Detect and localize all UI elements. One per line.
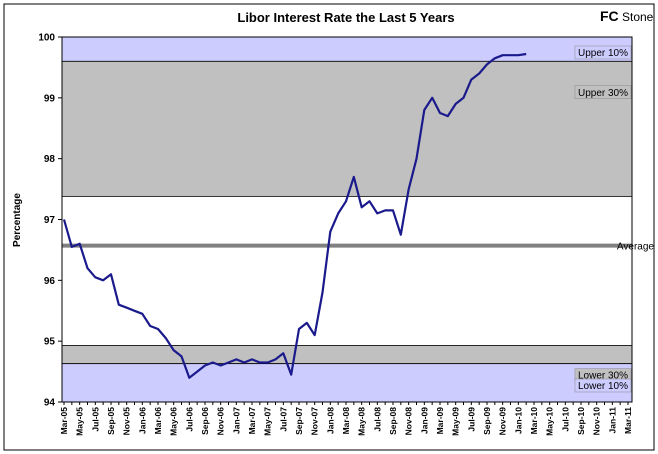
band	[61, 345, 633, 365]
y-tick-label: 95	[44, 337, 56, 348]
x-tick-label: Jul-05	[90, 407, 100, 432]
band-label-bg	[574, 45, 632, 60]
x-tick-label: Nov-05	[122, 407, 132, 436]
x-tick-label: Mar-08	[341, 407, 351, 435]
logo: Stone	[622, 10, 654, 24]
band-label-bg	[574, 85, 632, 99]
logo: FC	[600, 8, 619, 24]
x-tick-label: Mar-09	[435, 407, 445, 435]
x-tick-label: Sep-05	[106, 407, 116, 435]
x-tick-label: Jan-08	[325, 407, 335, 434]
x-tick-label: Nov-09	[498, 407, 508, 436]
x-tick-label: Jul-07	[278, 407, 288, 432]
y-tick-label: 99	[44, 93, 56, 104]
x-tick-label: Jan-11	[607, 407, 617, 434]
y-tick-label: 98	[44, 154, 56, 165]
chart-frame	[3, 3, 655, 451]
y-tick-label: 100	[38, 33, 55, 44]
x-tick-label: Jul-09	[466, 407, 476, 432]
x-tick-label: Mar-11	[623, 407, 633, 434]
x-tick-label: Mar-06	[153, 407, 163, 435]
band-label: Upper 10%	[578, 48, 628, 59]
band-label: Lower 30%	[578, 371, 628, 382]
band	[61, 60, 633, 197]
chart-title: Libor Interest Rate the Last 5 Years	[237, 10, 454, 25]
x-tick-label: Sep-06	[200, 407, 210, 435]
x-tick-label: Jul-10	[560, 407, 570, 432]
line	[62, 52, 527, 379]
x-tick-label: Sep-08	[388, 407, 398, 435]
x-tick-label: Jan-07	[231, 407, 241, 434]
x-tick-label: Mar-05	[59, 407, 69, 435]
x-tick-label: May-07	[263, 407, 273, 436]
x-tick-label: Nov-07	[310, 407, 320, 436]
x-tick-label: Jul-06	[184, 407, 194, 432]
average-label: Average	[617, 242, 655, 253]
x-tick-label: Jan-06	[137, 407, 147, 434]
x-tick-label: Nov-08	[404, 407, 414, 436]
y-tick-label: 96	[44, 276, 56, 287]
x-tick-label: May-09	[451, 407, 461, 436]
x-tick-label: Sep-07	[294, 407, 304, 435]
y-tick-label: 97	[44, 215, 56, 226]
y-axis-label: Percentage	[12, 193, 23, 247]
y-tick-label: 94	[44, 398, 56, 409]
x-tick-label: May-05	[75, 407, 85, 436]
band-label: Lower 10%	[578, 381, 628, 392]
band-label-bg	[574, 378, 632, 393]
x-tick-label: Nov-10	[592, 407, 602, 436]
x-tick-label: Jan-09	[419, 407, 429, 434]
x-tick-label: Jan-10	[513, 407, 523, 434]
band-label: Upper 30%	[578, 88, 628, 99]
x-tick-label: Mar-10	[529, 407, 539, 435]
x-tick-label: May-10	[545, 407, 555, 436]
band	[61, 36, 633, 62]
x-tick-label: Jul-08	[372, 407, 382, 432]
x-tick-label: Nov-06	[216, 407, 226, 436]
x-tick-label: May-06	[169, 407, 179, 436]
plot-border	[61, 36, 633, 403]
x-tick-label: May-08	[357, 407, 367, 436]
band	[61, 363, 633, 403]
x-tick-label: Sep-10	[576, 407, 586, 435]
x-tick-label: Mar-07	[247, 407, 257, 435]
x-tick-label: Sep-09	[482, 407, 492, 435]
